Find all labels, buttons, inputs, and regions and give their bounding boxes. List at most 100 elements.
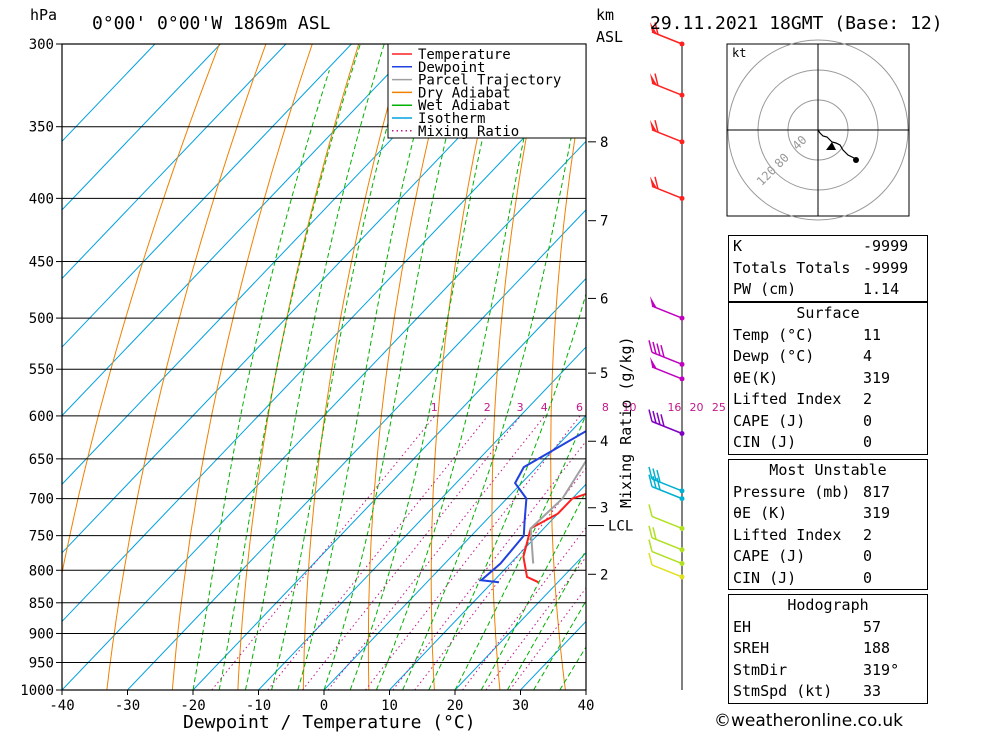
wind-barb-feather <box>656 469 661 483</box>
parcel-trajectory-trace <box>529 459 586 564</box>
surface-index-label: θE(K) <box>733 368 779 387</box>
surface-index-row: Dewp (°C) 4 <box>729 346 927 368</box>
hodograph-index-row: EH 57 <box>729 617 927 639</box>
surface-index-value: 319 <box>863 368 891 387</box>
x-tick-label: -20 <box>180 698 205 714</box>
surface-index-value: 4 <box>863 347 873 365</box>
x-tick-label: -10 <box>246 698 271 714</box>
pressure-label: 350 <box>29 120 54 136</box>
wind-barb-feather <box>652 341 657 355</box>
pressure-label: 500 <box>29 311 54 327</box>
wet-adiabat-line <box>349 44 505 690</box>
wind-barb-feather <box>648 504 653 517</box>
surface-index-row: CIN (J) 0 <box>729 432 927 454</box>
basic-indices-box: K -9999 Totals Totals -9999 PW (cm) 1.14 <box>728 235 928 302</box>
km-tick-label: 3 <box>600 501 608 517</box>
hodograph-index-value: 57 <box>863 617 882 636</box>
legend-label: Dewpoint <box>418 60 485 76</box>
most-unstable-index-label: θE (K) <box>733 504 788 522</box>
datetime-title: 29.11.2021 18GMT (Base: 12) <box>650 13 943 34</box>
isotherm-line <box>258 346 586 690</box>
wind-barb-dot <box>679 561 685 567</box>
mixing-ratio-label: 8 <box>602 401 609 414</box>
wind-barb-dot <box>679 139 685 145</box>
mixing-ratio-label: 6 <box>576 401 583 414</box>
mixing-ratio-line <box>327 415 546 690</box>
surface-index-label: Dewp (°C) <box>733 347 815 365</box>
wind-barb <box>648 539 685 567</box>
hodograph-index-label: EH <box>733 617 752 636</box>
wind-barb-feather <box>660 414 665 427</box>
most-unstable-index-value: 0 <box>863 568 873 587</box>
wet-adiabat-line <box>297 44 439 690</box>
most-unstable-index-row: Pressure (mb) 817 <box>729 482 927 504</box>
hodograph-indices-box: Hodograph EH 57 SREH 188 StmDir 319° StmSpd (k… <box>728 594 928 704</box>
x-tick-label: 40 <box>578 698 595 714</box>
pressure-label: 800 <box>29 563 54 579</box>
mixing-ratio-label: 4 <box>541 401 548 414</box>
pressure-label: 750 <box>29 529 54 545</box>
most-unstable-index-row: θE (K) 319 <box>729 503 927 525</box>
isotherm-line <box>62 44 287 280</box>
wind-barb <box>650 296 685 321</box>
lcl-label: LCL <box>608 519 633 535</box>
wind-barb-feather <box>654 73 659 86</box>
isotherm-line <box>127 209 586 690</box>
dry-adiabat-line <box>916 44 1000 690</box>
wind-barb-flag <box>650 119 657 132</box>
wet-adiabat-line <box>454 413 586 690</box>
hodograph-unit-label: kt <box>732 46 746 60</box>
legend-label: Parcel Trajectory <box>418 73 561 89</box>
hodograph-index-row: SREH 188 <box>729 638 927 660</box>
surface-index-row: CAPE (J) 0 <box>729 411 927 433</box>
wind-barb-staff <box>651 185 683 200</box>
wind-barb <box>650 73 685 98</box>
wind-barb <box>648 340 685 367</box>
mixing-ratio-label: 20 <box>689 401 703 414</box>
surface-index-value: 0 <box>863 433 873 451</box>
wind-barb-staff <box>651 129 683 143</box>
x-tick-label: 0 <box>320 698 328 714</box>
x-tick-label: -40 <box>49 698 74 714</box>
wind-barb-dot <box>679 431 685 437</box>
km-tick-label: 4 <box>600 434 608 450</box>
surface-index-label: Lifted Index <box>733 390 842 408</box>
wind-barb <box>650 176 685 201</box>
km-tick-label: 7 <box>600 214 608 230</box>
most-unstable-index-row: CIN (J) 0 <box>729 568 927 590</box>
most-unstable-index-label: CAPE (J) <box>733 547 806 565</box>
surface-index-row: θE(K) 319 <box>729 368 927 390</box>
wind-barb <box>648 504 685 531</box>
dewpoint-trace <box>478 429 586 584</box>
dry-adiabat-line <box>962 44 1000 690</box>
wind-barb-staff <box>651 351 683 366</box>
x-tick-label: -30 <box>115 698 140 714</box>
surface-index-label: Temp (°C) <box>733 325 815 344</box>
mixing-ratio-label: 16 <box>667 401 681 414</box>
wind-barb-feather <box>656 343 661 356</box>
basic-index-row: K -9999 <box>729 236 927 258</box>
wind-barb-flag <box>650 176 657 189</box>
pressure-grid: 300 350 400 450 500 550 600 650 700 750 800 850 900 9… <box>20 37 586 699</box>
surface-index-row: Lifted Index 2 <box>729 389 927 411</box>
legend-box <box>387 43 587 139</box>
basic-index-value: 1.14 <box>863 280 900 298</box>
wind-barb-feather <box>652 468 657 481</box>
legend-label: Isotherm <box>418 111 485 127</box>
pressure-label: 600 <box>29 409 54 425</box>
hodograph-index-label: StmDir <box>733 660 788 679</box>
wind-barb <box>650 22 685 47</box>
storm-motion-arrow <box>826 142 836 150</box>
dry-adiabat-line <box>237 44 360 690</box>
mixing-ratio-line <box>365 415 581 690</box>
wind-barb-feather <box>648 474 653 487</box>
hodograph-end-dot <box>853 157 859 163</box>
wind-barb-staff <box>651 420 683 435</box>
wind-barb-dot <box>679 92 685 98</box>
x-axis-label: Dewpoint / Temperature (°C) <box>183 712 476 733</box>
wind-barb-feather <box>660 344 665 358</box>
x-tick-label: 30 <box>512 698 529 714</box>
wind-barb-flag <box>650 22 657 34</box>
surface-box: Surface Temp (°C) 11 Dewp (°C) 4 θE(K) 319 Lif… <box>728 302 928 455</box>
